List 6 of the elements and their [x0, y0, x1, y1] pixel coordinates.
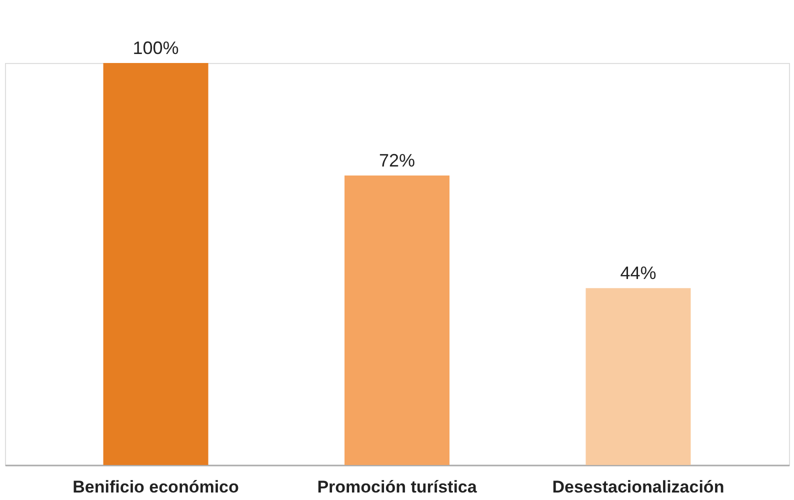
- data-label: 72%: [378, 150, 416, 171]
- data-label: 44%: [620, 263, 656, 284]
- x-tick-label: Promoción turística: [317, 478, 478, 496]
- x-tick-label: Benificio económico: [72, 478, 239, 496]
- x-tick-label: Desestacionalización: [552, 478, 724, 496]
- data-label: 100%: [132, 38, 179, 58]
